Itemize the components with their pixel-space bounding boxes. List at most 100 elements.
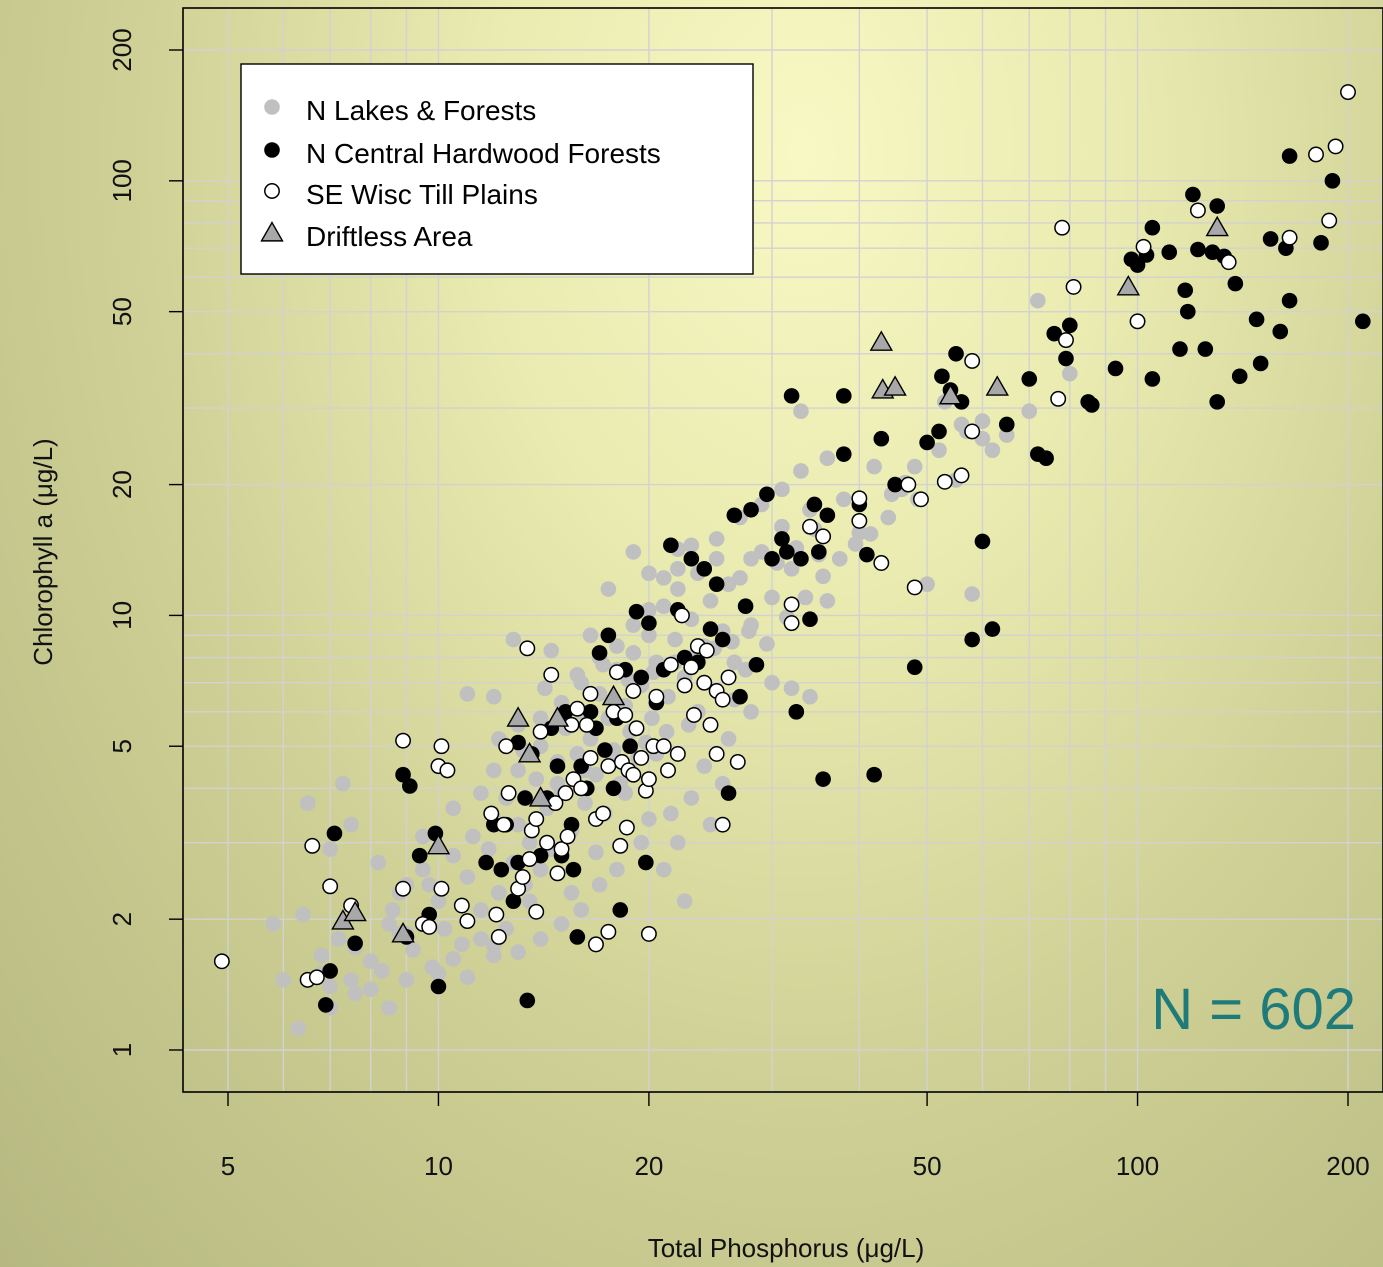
plot-frame [182, 7, 1383, 1093]
data-point [528, 811, 545, 827]
data-point [565, 861, 582, 878]
y-tick-label: 5 [107, 739, 137, 753]
data-point [648, 688, 665, 705]
legend-label-se-wisc-till-plains: SE Wisc Till Plains [306, 179, 538, 210]
data-point [655, 861, 672, 878]
data-point [783, 680, 800, 697]
data-point [1065, 278, 1082, 295]
data-point [984, 442, 1001, 458]
data-point [720, 731, 737, 747]
x-tick-label: 5 [221, 1151, 235, 1181]
data-point [1021, 371, 1038, 387]
data-point [998, 416, 1015, 433]
data-point [308, 969, 325, 986]
data-point [543, 642, 560, 659]
data-point [702, 716, 719, 733]
data-point [1308, 146, 1324, 163]
data-point [625, 645, 642, 661]
data-point [491, 884, 507, 901]
data-point [919, 576, 935, 592]
data-point [797, 589, 814, 606]
data-point [774, 518, 790, 535]
data-point [714, 691, 731, 708]
data-point [601, 684, 626, 706]
x-tick-label: 100 [1116, 1151, 1159, 1181]
data-point [1340, 84, 1356, 101]
data-point [605, 780, 622, 797]
data-point [1062, 365, 1078, 382]
data-point [793, 550, 809, 567]
data-point [1227, 275, 1244, 292]
data-point [1313, 235, 1329, 251]
data-point [600, 627, 617, 644]
data-point [625, 617, 642, 633]
data-point [1355, 313, 1371, 330]
data-point [1083, 397, 1100, 413]
data-point [628, 720, 645, 737]
data-point [835, 491, 852, 508]
data-point [612, 837, 629, 854]
data-point [633, 749, 650, 766]
data-point [673, 607, 690, 624]
data-point [395, 766, 411, 783]
data-point [702, 816, 719, 833]
data-point [553, 916, 570, 932]
data-point [802, 518, 818, 535]
data-point [748, 656, 765, 673]
data-point [384, 902, 401, 918]
data-point [906, 659, 923, 676]
data-point [486, 762, 502, 779]
data-point [887, 476, 903, 493]
data-point [347, 985, 363, 1002]
data-point [600, 758, 617, 775]
data-point [510, 762, 526, 779]
data-point [1209, 198, 1226, 214]
data-point [708, 745, 725, 762]
data-point [660, 688, 676, 705]
data-point [686, 707, 702, 723]
data-point [702, 593, 719, 609]
data-point [473, 931, 489, 947]
data-point [788, 704, 805, 720]
data-point [667, 631, 683, 648]
data-point [676, 893, 693, 909]
data-points [213, 84, 1371, 1037]
data-point [519, 992, 536, 1009]
data-point [1116, 275, 1141, 296]
data-point [934, 368, 950, 385]
data-point [1252, 355, 1269, 372]
data-point [488, 906, 505, 923]
data-point [528, 903, 545, 920]
data-point [640, 771, 657, 788]
data-point [720, 669, 737, 686]
data-point [433, 738, 450, 755]
data-point [343, 972, 359, 988]
data-point [1321, 212, 1338, 229]
data-point [415, 828, 431, 845]
data-point [1189, 202, 1206, 219]
data-point [617, 785, 634, 801]
data-point [698, 642, 715, 659]
data-point [1281, 229, 1298, 246]
data-point [1197, 341, 1214, 357]
data-point [831, 550, 848, 567]
data-point [663, 537, 679, 554]
data-point [430, 893, 447, 909]
data-point [726, 507, 743, 524]
y-tick-label: 200 [107, 28, 137, 71]
data-point [862, 526, 879, 542]
data-point [1058, 332, 1074, 349]
data-point [500, 785, 517, 802]
data-point [658, 723, 675, 740]
data-point [582, 749, 599, 766]
legend-marker [264, 142, 280, 158]
data-point [265, 916, 281, 932]
data-point [618, 819, 635, 836]
data-point [819, 593, 836, 609]
x-axis-title: Total Phosphorus (μg/L) [648, 1233, 925, 1263]
data-point [490, 929, 507, 945]
data-point [493, 861, 510, 878]
legend-label-n-central-hardwood-forests: N Central Hardwood Forests [306, 138, 661, 169]
data-point [1058, 350, 1074, 367]
data-point [964, 631, 980, 648]
